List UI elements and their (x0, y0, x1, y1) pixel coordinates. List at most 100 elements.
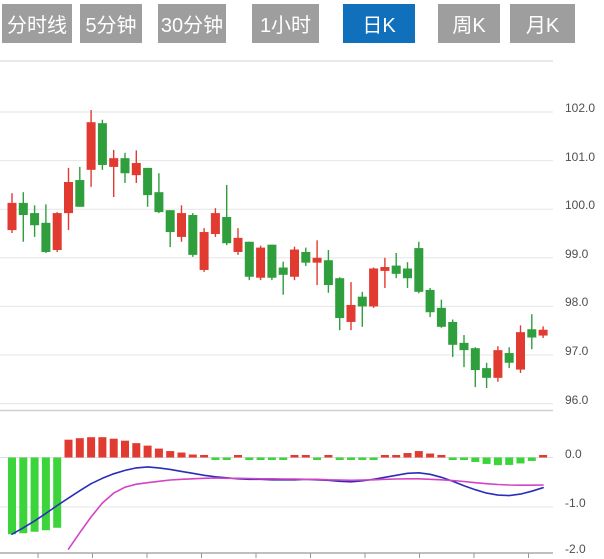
price-axis-label: 101.0 (565, 149, 596, 164)
candle-body (18, 202, 28, 216)
candle-body (165, 210, 175, 233)
candle-body (323, 260, 333, 286)
macd-histogram-bar (211, 457, 220, 460)
candle-body (41, 222, 51, 252)
macd-histogram-bar (87, 437, 96, 458)
macd-histogram-bar (448, 457, 457, 460)
macd-histogram-bar (290, 455, 299, 458)
macd-histogram-bar (245, 457, 254, 460)
candle-body (109, 158, 119, 167)
candle-body (493, 350, 503, 378)
candle-body (30, 213, 40, 226)
tab-0[interactable]: 分时线 (2, 4, 72, 43)
candle-body (470, 348, 480, 371)
tab-6[interactable]: 月K (510, 4, 575, 43)
macd-axis-label: -1.0 (565, 496, 586, 510)
macd-histogram-bar (516, 457, 525, 464)
candle-body (199, 232, 209, 270)
macd-histogram-bar (392, 455, 401, 458)
candle-body (177, 213, 186, 237)
macd-histogram-bar (256, 457, 265, 460)
candle-body (131, 163, 141, 176)
candle-body (414, 248, 424, 292)
macd-histogram-bar (369, 457, 378, 460)
price-axis-label: 96.0 (565, 392, 589, 407)
candle-body (278, 267, 288, 275)
macd-histogram-bar (527, 457, 536, 461)
candle-body (52, 213, 62, 251)
macd-histogram-bar (154, 448, 163, 458)
macd-diff-line (11, 466, 544, 536)
candle-body (504, 353, 514, 363)
candle-body (357, 296, 367, 307)
macd-histogram-bar (177, 452, 186, 458)
candle-body (233, 237, 243, 252)
macd-histogram-bar (53, 457, 62, 528)
candle-body (391, 265, 401, 274)
candle-body (143, 167, 153, 196)
macd-histogram-bar (493, 457, 502, 466)
candle-body (210, 213, 220, 234)
macd-histogram-bar (505, 457, 514, 465)
macd-histogram-bar (143, 445, 152, 458)
macd-histogram-bar (121, 440, 129, 458)
candle-body (425, 289, 435, 313)
macd-histogram-bar (460, 457, 468, 460)
macd-histogram-bar (335, 457, 344, 460)
macd-histogram-bar (41, 457, 50, 531)
candle-body (527, 329, 537, 338)
macd-histogram-bar (132, 443, 141, 458)
candle-body (154, 192, 164, 213)
candle-body (97, 123, 107, 165)
macd-histogram-bar (347, 457, 355, 460)
candle-body (188, 215, 198, 255)
macd-histogram-bar (109, 438, 118, 458)
candle-body (335, 278, 345, 319)
candle-body (346, 304, 356, 322)
tab-3[interactable]: 1小时 (252, 4, 319, 43)
candle-body (256, 247, 266, 278)
macd-histogram-bar (301, 455, 310, 458)
tab-1[interactable]: 5分钟 (80, 4, 142, 43)
candle-body (75, 180, 85, 207)
tab-2[interactable]: 30分钟 (158, 4, 226, 43)
macd-histogram-bar (471, 457, 480, 462)
candle-body (290, 249, 299, 277)
macd-histogram-bar (188, 454, 197, 458)
candle-body (516, 332, 525, 370)
tab-active-4[interactable]: 日K (343, 4, 415, 43)
macd-histogram-bar (482, 457, 491, 464)
candle-body (369, 268, 379, 307)
price-axis-label: 100.0 (565, 198, 596, 213)
macd-histogram-bar (403, 453, 412, 458)
price-axis-label: 98.0 (565, 295, 589, 310)
candle-body (482, 368, 492, 378)
candle-body (267, 244, 277, 278)
candle-body (403, 268, 412, 279)
macd-histogram-bar (19, 457, 28, 534)
macd-histogram-bar (200, 455, 209, 458)
macd-axis-label: -2.0 (565, 541, 586, 556)
candle-body (538, 329, 548, 336)
macd-histogram-bar (426, 453, 435, 458)
macd-histogram-bar (539, 455, 548, 458)
macd-histogram-bar (358, 457, 367, 460)
macd-histogram-bar (64, 439, 73, 458)
candle-body (7, 202, 17, 231)
macd-histogram-bar (380, 455, 389, 458)
macd-histogram-bar (279, 457, 288, 460)
candle-body (86, 122, 96, 170)
macd-histogram-bar (267, 457, 276, 460)
macd-histogram-bar (234, 455, 242, 458)
price-axis-label: 102.0 (565, 101, 596, 115)
candle-body (301, 251, 311, 263)
macd-dea-line (67, 477, 544, 550)
candle-body (436, 307, 446, 327)
candle-body (244, 241, 254, 277)
candle-body (459, 342, 469, 351)
macd-histogram-bar (166, 451, 175, 458)
tab-5[interactable]: 周K (438, 4, 500, 43)
macd-histogram-bar (414, 451, 423, 458)
